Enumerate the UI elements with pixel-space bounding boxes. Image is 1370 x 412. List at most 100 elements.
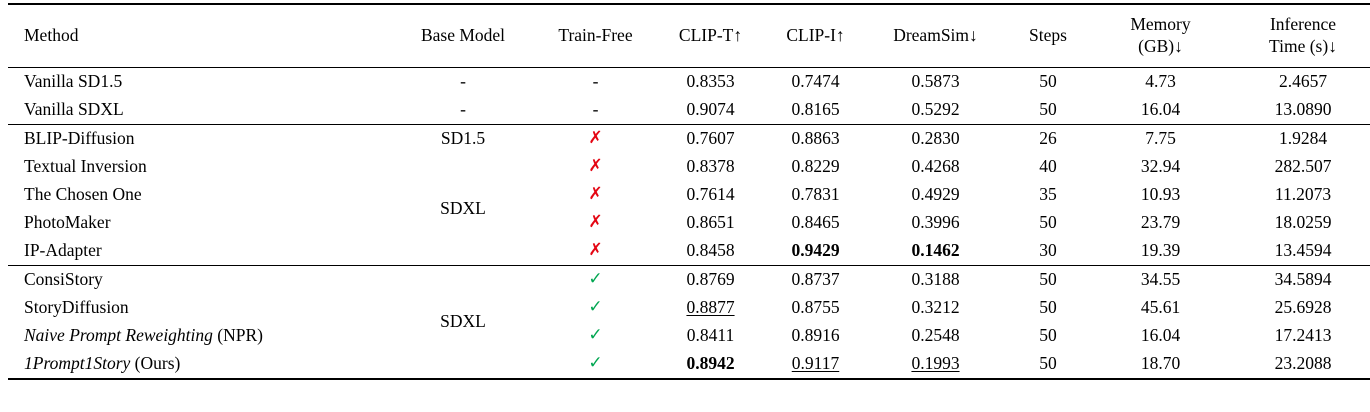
cell-clip-t: 0.8411 bbox=[686, 325, 735, 346]
cell-base-model: - bbox=[460, 99, 466, 120]
cell-inference-time: 25.6928 bbox=[1274, 297, 1332, 318]
cell-steps: 30 bbox=[1039, 240, 1057, 261]
cell-train-free: - bbox=[592, 71, 599, 92]
cell-clip-t: 0.7614 bbox=[686, 184, 735, 205]
cell-memory: 32.94 bbox=[1140, 156, 1181, 177]
cell-method: IP-Adapter bbox=[24, 240, 102, 261]
cell-dreamsim: 0.2548 bbox=[911, 325, 960, 346]
cell-base-model-sdxl-span: SDXL bbox=[440, 311, 486, 332]
cell-inference-time: 23.2088 bbox=[1274, 353, 1332, 374]
cross-mark-icon: ✗ bbox=[588, 184, 603, 205]
cell-clip-t: 0.8353 bbox=[686, 71, 735, 92]
check-mark-icon: ✓ bbox=[588, 269, 603, 290]
col-header-steps: Steps bbox=[1029, 25, 1067, 46]
col-header-inference: Inference Time (s)↓ bbox=[1228, 4, 1370, 68]
cell-steps: 50 bbox=[1039, 325, 1057, 346]
cell-clip-t: 0.9074 bbox=[686, 99, 735, 120]
inference-header-line1: Inference bbox=[1269, 14, 1337, 35]
cell-clip-i: 0.8755 bbox=[791, 297, 840, 318]
cell-steps: 35 bbox=[1039, 184, 1057, 205]
cell-method: BLIP-Diffusion bbox=[24, 128, 135, 149]
cell-steps: 26 bbox=[1039, 128, 1057, 149]
col-header-clip-i: CLIP-I↑ bbox=[786, 25, 845, 46]
col-header-dreamsim: DreamSim↓ bbox=[893, 25, 978, 46]
col-header-train-free: Train-Free bbox=[558, 25, 633, 46]
cell-dreamsim: 0.3188 bbox=[911, 269, 960, 290]
cell-memory: 19.39 bbox=[1140, 240, 1181, 261]
check-mark-icon: ✓ bbox=[588, 325, 603, 346]
cell-memory: 23.79 bbox=[1140, 212, 1181, 233]
cell-method: Vanilla SDXL bbox=[24, 99, 124, 120]
cell-steps: 50 bbox=[1039, 353, 1057, 374]
cell-steps: 50 bbox=[1039, 71, 1057, 92]
cell-inference-time: 2.4657 bbox=[1278, 71, 1328, 92]
table-row-vanilla-sd15: Vanilla SD1.5 - - 0.8353 0.7474 0.5873 5… bbox=[8, 68, 1370, 97]
cell-memory: 45.61 bbox=[1140, 297, 1181, 318]
table-row-1prompt1story-ours: 1Prompt1Story (Ours) ✓ 0.8942 0.9117 0.1… bbox=[8, 350, 1370, 379]
cell-dreamsim: 0.3212 bbox=[911, 297, 960, 318]
cell-clip-t: 0.8769 bbox=[686, 269, 735, 290]
cell-dreamsim: 0.1993 bbox=[911, 353, 960, 374]
results-table: Method Base Model Train-Free CLIP-T↑ CLI… bbox=[8, 3, 1370, 380]
cell-method: Naive Prompt Reweighting (NPR) bbox=[8, 322, 393, 350]
cell-clip-i: 0.8863 bbox=[791, 128, 840, 149]
method-suffix: (NPR) bbox=[212, 325, 263, 346]
method-suffix: (Ours) bbox=[130, 353, 181, 374]
method-name-italic: Naive Prompt Reweighting bbox=[24, 325, 213, 346]
cross-mark-icon: ✗ bbox=[588, 212, 603, 233]
cell-clip-t: 0.8378 bbox=[686, 156, 735, 177]
cell-dreamsim: 0.4929 bbox=[911, 184, 960, 205]
inference-header-line2: Time (s)↓ bbox=[1269, 36, 1337, 56]
cell-dreamsim: 0.1462 bbox=[911, 240, 960, 261]
cell-memory: 16.04 bbox=[1140, 99, 1181, 120]
col-header-method: Method bbox=[24, 25, 79, 46]
cell-clip-i: 0.9429 bbox=[791, 240, 840, 261]
cell-clip-i: 0.7474 bbox=[791, 71, 840, 92]
cell-method: Vanilla SD1.5 bbox=[24, 71, 123, 92]
cross-mark-icon: ✗ bbox=[588, 240, 603, 261]
cell-clip-i: 0.8165 bbox=[791, 99, 840, 120]
table-row-consistory: ConsiStory SDXL ✓ 0.8769 0.8737 0.3188 5… bbox=[8, 266, 1370, 331]
memory-header-line2: (GB)↓ bbox=[1138, 36, 1183, 56]
cell-inference-time: 1.9284 bbox=[1278, 128, 1328, 149]
cell-train-free: - bbox=[592, 99, 599, 120]
table-row-vanilla-sdxl: Vanilla SDXL - - 0.9074 0.8165 0.5292 50… bbox=[8, 96, 1370, 125]
cell-memory: 10.93 bbox=[1140, 184, 1181, 205]
cell-method: StoryDiffusion bbox=[24, 297, 129, 318]
check-mark-icon: ✓ bbox=[588, 297, 603, 318]
cell-steps: 40 bbox=[1039, 156, 1057, 177]
cell-base-model: - bbox=[460, 71, 466, 92]
cell-inference-time: 282.507 bbox=[1274, 156, 1332, 177]
cell-inference-time: 13.0890 bbox=[1274, 99, 1332, 120]
cell-inference-time: 11.2073 bbox=[1274, 184, 1332, 205]
cell-clip-t: 0.8651 bbox=[686, 212, 735, 233]
cell-memory: 7.75 bbox=[1145, 128, 1176, 149]
cell-clip-i: 0.8737 bbox=[791, 269, 840, 290]
table-row-npr: Naive Prompt Reweighting (NPR) ✓ 0.8411 … bbox=[8, 322, 1370, 350]
header-row: Method Base Model Train-Free CLIP-T↑ CLI… bbox=[8, 4, 1370, 68]
cell-dreamsim: 0.5292 bbox=[911, 99, 960, 120]
memory-header-line1: Memory bbox=[1130, 14, 1191, 35]
table-row-textual-inversion: Textual Inversion SDXL ✗ 0.8378 0.8229 0… bbox=[8, 153, 1370, 218]
table-row-ip-adapter: IP-Adapter ✗ 0.8458 0.9429 0.1462 30 19.… bbox=[8, 237, 1370, 266]
cell-clip-t: 0.8942 bbox=[686, 353, 735, 374]
cell-memory: 4.73 bbox=[1145, 71, 1176, 92]
cell-inference-time: 34.5894 bbox=[1274, 269, 1332, 290]
cross-mark-icon: ✗ bbox=[588, 156, 603, 177]
check-mark-icon: ✓ bbox=[588, 353, 603, 374]
cell-clip-i: 0.8916 bbox=[791, 325, 840, 346]
cell-inference-time: 13.4594 bbox=[1274, 240, 1332, 261]
cell-steps: 50 bbox=[1039, 297, 1057, 318]
table-row-photomaker: PhotoMaker ✗ 0.8651 0.8465 0.3996 50 23.… bbox=[8, 209, 1370, 237]
cell-clip-t: 0.8458 bbox=[686, 240, 735, 261]
table-row-blip-diffusion: BLIP-Diffusion SD1.5 ✗ 0.7607 0.8863 0.2… bbox=[8, 125, 1370, 154]
cell-memory: 34.55 bbox=[1140, 269, 1181, 290]
cell-method: The Chosen One bbox=[24, 184, 142, 205]
cell-dreamsim: 0.5873 bbox=[911, 71, 960, 92]
cell-dreamsim: 0.4268 bbox=[911, 156, 960, 177]
table-row-storydiffusion: StoryDiffusion ✓ 0.8877 0.8755 0.3212 50… bbox=[8, 294, 1370, 322]
cell-base-model: SD1.5 bbox=[440, 128, 486, 149]
cell-memory: 18.70 bbox=[1140, 353, 1181, 374]
col-header-base-model: Base Model bbox=[420, 25, 506, 46]
cell-memory: 16.04 bbox=[1140, 325, 1181, 346]
